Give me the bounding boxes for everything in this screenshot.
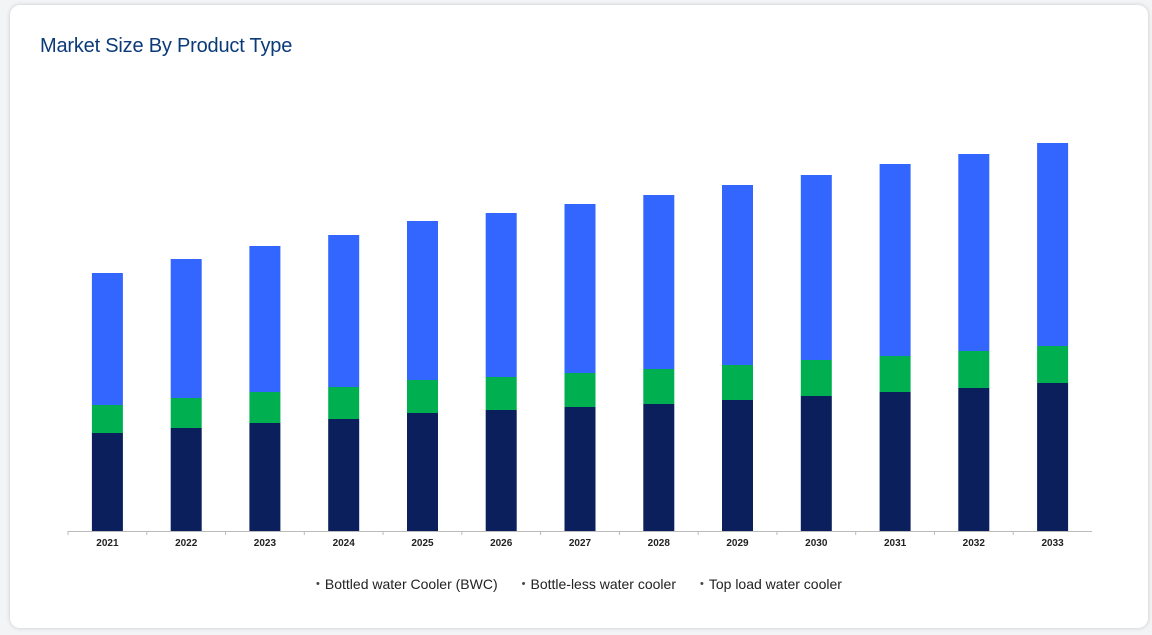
bar-segment-2032-series-2 <box>958 388 990 531</box>
bar-segment-2028-series-1 <box>643 369 675 404</box>
bar-segment-2028-series-0 <box>643 195 675 369</box>
legend-label: Bottled water Cooler (BWC) <box>324 576 498 592</box>
bar-segment-2033-series-0 <box>1037 143 1069 346</box>
bar-segment-2027-series-0 <box>564 204 596 373</box>
bar-segment-2023-series-2 <box>249 423 281 531</box>
chart-card: Market Size By Product Type 2021 2022 2023… <box>10 5 1148 628</box>
chart-legend: • Bottled water Cooler (BWC) • Bottle-less … <box>10 576 1148 592</box>
chart-title: Market Size By Product Type <box>40 35 293 57</box>
bar-segment-2022-series-1 <box>170 398 202 428</box>
bar-segment-2029-series-0 <box>722 185 753 365</box>
bar-segment-2031-series-2 <box>879 392 911 531</box>
legend-bullet-icon: • <box>316 578 320 590</box>
bar-segment-2026-series-2 <box>485 410 517 531</box>
bar-segment-2021-series-1 <box>91 405 123 433</box>
bar-segment-2032-series-1 <box>958 351 990 388</box>
bar-segment-2023-series-0 <box>249 246 281 392</box>
x-tick-label: 2023 <box>254 538 277 549</box>
bar-segment-2024-series-0 <box>328 235 360 387</box>
bar-segment-2031-series-1 <box>879 356 911 392</box>
bar-segment-2022-series-2 <box>170 428 202 531</box>
bar-segment-2022-series-0 <box>170 259 202 398</box>
x-tick-label: 2031 <box>884 538 907 549</box>
bar-segment-2021-series-0 <box>91 273 123 405</box>
bar-segment-2027-series-2 <box>564 407 596 531</box>
legend-label: Top load water cooler <box>708 576 842 592</box>
legend-bullet-icon: • <box>521 578 526 590</box>
bar-segment-2030-series-1 <box>800 360 832 396</box>
x-tick-label: 2024 <box>333 538 356 549</box>
bar-segment-2023-series-1 <box>249 392 281 423</box>
bar-segment-2029-series-1 <box>722 365 753 400</box>
bar-segment-2028-series-2 <box>643 404 675 531</box>
bar-segment-2026-series-1 <box>485 377 517 410</box>
x-tick-label: 2028 <box>648 538 671 549</box>
legend-label: Bottle-less water cooler <box>530 576 676 592</box>
bar-segment-2031-series-0 <box>879 164 911 356</box>
bar-segment-2024-series-2 <box>328 419 360 531</box>
bar-segment-2026-series-0 <box>485 213 517 377</box>
bar-segment-2025-series-0 <box>407 221 438 380</box>
bar-segment-2033-series-1 <box>1037 346 1069 383</box>
x-tick-label: 2032 <box>963 538 986 549</box>
bar-segment-2025-series-1 <box>407 380 438 413</box>
legend-bullet-icon: • <box>700 578 704 590</box>
bar-segment-2033-series-2 <box>1037 383 1069 531</box>
legend-item: • Top load water cooler <box>700 576 842 592</box>
bar-segment-2032-series-0 <box>958 154 990 351</box>
x-tick-label: 2025 <box>411 538 434 549</box>
x-tick-label: 2021 <box>96 538 119 549</box>
bar-segment-2027-series-1 <box>564 373 596 407</box>
bar-segment-2024-series-1 <box>328 387 360 419</box>
bar-segment-2029-series-2 <box>722 400 753 531</box>
bar-segment-2030-series-0 <box>800 175 832 360</box>
x-tick-label: 2026 <box>490 538 513 549</box>
x-tick-label: 2027 <box>569 538 592 549</box>
bar-segment-2030-series-2 <box>800 396 832 531</box>
x-tick-label: 2030 <box>805 538 828 549</box>
legend-item: • Bottled water Cooler (BWC) <box>316 576 498 592</box>
bar-segment-2025-series-2 <box>407 413 438 531</box>
legend-item: • Bottle-less water cooler <box>522 576 676 592</box>
x-tick-label: 2033 <box>1041 538 1064 549</box>
x-tick-label: 2022 <box>175 538 198 549</box>
x-tick-label: 2029 <box>726 538 749 549</box>
stacked-bar-chart: 2021 2022 2023 2024 2025 2026 2027 2028 2029 2030… <box>67 143 1092 549</box>
bar-segment-2021-series-2 <box>91 433 123 531</box>
